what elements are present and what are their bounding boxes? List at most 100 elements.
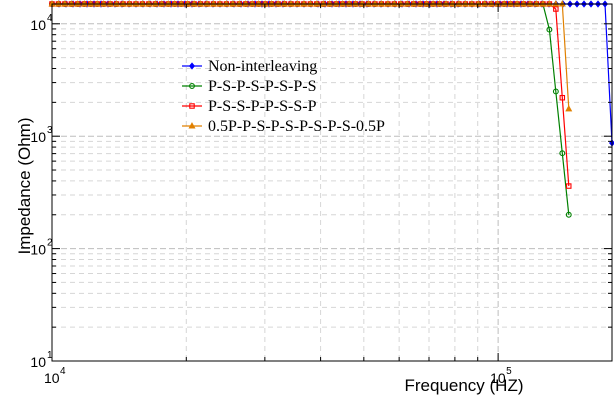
data-point: [229, 0, 237, 7]
data-point: [532, 0, 540, 7]
data-point: [559, 150, 566, 157]
data-point: [151, 0, 159, 7]
data-point: [468, 0, 476, 7]
data-point: [145, 0, 153, 7]
data-point: [410, 0, 418, 7]
data-point: [461, 0, 469, 7]
tick-marks: [51, 4, 612, 362]
data-point: [403, 0, 411, 7]
series-line: [52, 3, 570, 187]
data-point: [119, 0, 127, 7]
data-point: [474, 0, 482, 7]
x-axis-label: Frequency (HZ): [404, 376, 523, 395]
tick-labels: 10 4 10 510 110 210 310 4: [30, 13, 512, 386]
data-point: [442, 0, 450, 7]
data-point: [106, 0, 114, 7]
data-point: [313, 0, 321, 7]
x-tick-label-base: 10: [44, 370, 60, 386]
data-point: [339, 0, 347, 7]
legend-label: Non-interleaving: [208, 58, 317, 75]
data-point: [100, 0, 108, 7]
y-tick-label-base: 10: [30, 354, 46, 370]
data-point: [132, 0, 140, 7]
data-point: [268, 0, 276, 7]
data-point: [93, 0, 101, 7]
data-point: [545, 0, 553, 7]
data-point: [281, 0, 289, 7]
data-point: [319, 0, 327, 7]
data-point: [436, 0, 444, 7]
data-point: [332, 0, 340, 7]
y-tick-label-base: 10: [30, 242, 46, 258]
x-tick-label-base: 10: [490, 370, 506, 386]
data-point: [54, 0, 62, 7]
data-point: [197, 0, 205, 7]
y-tick-label-exp: 2: [47, 238, 53, 249]
data-point: [255, 0, 263, 7]
data-point: [507, 0, 515, 7]
data-point: [326, 0, 334, 7]
data-point: [526, 0, 534, 7]
data-point: [429, 0, 437, 7]
x-tick-label-exp: 4: [60, 366, 66, 377]
data-point: [287, 0, 295, 7]
data-point: [189, 83, 195, 89]
y-axis-label: Impedance (Ohm): [15, 118, 34, 255]
x-tick-label-exp: 5: [506, 366, 512, 377]
data-point: [138, 0, 146, 7]
data-point: [61, 0, 69, 7]
data-point: [67, 0, 75, 7]
legend-label: P-S-S-P-P-S-S-P: [208, 98, 317, 115]
data-point: [209, 0, 217, 7]
data-point: [558, 0, 566, 7]
y-tick-label-base: 10: [30, 129, 46, 145]
data-point: [248, 0, 256, 7]
data-point: [390, 0, 398, 7]
data-point: [566, 183, 572, 189]
data-point: [365, 0, 373, 7]
y-tick-label-base: 10: [30, 17, 46, 33]
data-point: [565, 104, 573, 112]
data-point: [203, 0, 211, 7]
data-point: [189, 62, 195, 70]
y-tick-label-exp: 1: [47, 350, 53, 361]
data-point: [546, 26, 553, 33]
grid-lines: [51, 4, 612, 362]
data-point: [216, 0, 224, 7]
data-point: [113, 0, 121, 7]
data-point: [371, 0, 379, 7]
legend-label: 0.5P-P-S-P-S-P-S-P-S-0.5P: [208, 118, 385, 135]
data-point: [300, 0, 308, 7]
data-point: [455, 0, 463, 7]
series-layer: [48, 0, 614, 218]
data-point: [559, 94, 566, 101]
data-point: [158, 0, 166, 7]
y-tick-label-exp: 4: [47, 13, 53, 24]
data-point: [552, 0, 560, 7]
series-2: [49, 1, 572, 189]
data-point: [423, 0, 431, 7]
data-point: [352, 0, 360, 7]
legend: Non-interleaving P-S-P-S-P-S-P-S P-S-S-P-P…: [182, 58, 385, 135]
data-point: [487, 0, 495, 7]
data-point: [177, 0, 185, 7]
data-point: [189, 103, 195, 109]
data-point: [171, 0, 179, 7]
legend-label: P-S-P-S-P-S-P-S: [208, 78, 316, 95]
data-point: [513, 0, 521, 7]
data-point: [552, 88, 559, 95]
data-point: [565, 211, 572, 218]
data-point: [235, 0, 243, 7]
data-point: [520, 0, 528, 7]
data-point: [242, 0, 250, 7]
data-point: [74, 0, 82, 7]
data-point: [553, 6, 559, 12]
data-point: [80, 0, 88, 7]
data-point: [384, 0, 392, 7]
data-point: [345, 0, 353, 7]
data-point: [377, 0, 385, 7]
data-point: [126, 0, 134, 7]
data-point: [188, 122, 196, 129]
data-point: [416, 0, 424, 7]
